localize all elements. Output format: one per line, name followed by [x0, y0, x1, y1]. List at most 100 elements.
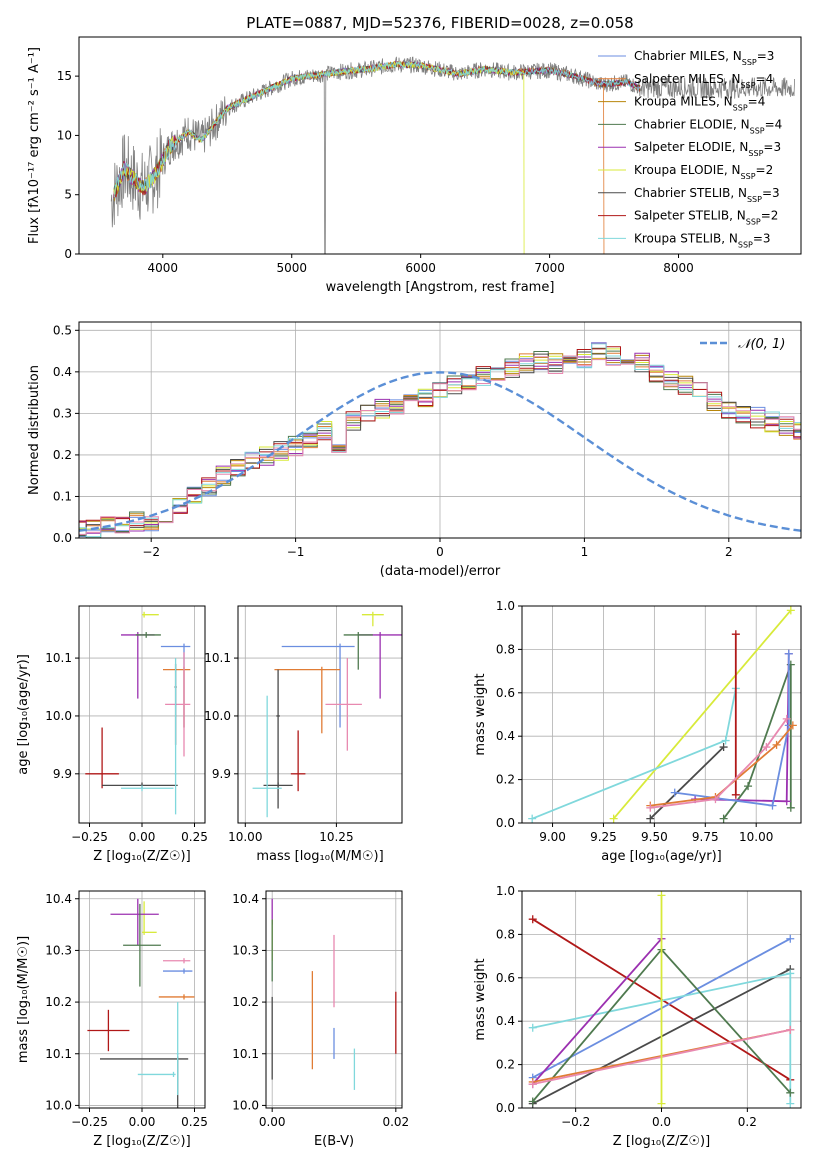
y-tick-label: 10.4 — [45, 892, 72, 906]
y-tick-label: 10.2 — [45, 995, 72, 1009]
y-tick-label: 0.0 — [496, 816, 515, 830]
spectrum-model-kroupa-elodie — [113, 60, 525, 254]
y-tick-label: 1.0 — [496, 599, 515, 613]
hist-chabrier-stelib — [79, 351, 801, 536]
axes-frame — [521, 605, 802, 824]
hist-extra_pink — [79, 355, 801, 535]
y-axis-label: mass weight — [473, 673, 488, 755]
legend-label: Chabrier ELODIE, NSSP=4 — [634, 117, 782, 135]
chart-mass_vs_Z: −0.25 0.00 0.25 10.0 10.1 10.2 10.3 10.4 Z [log₁… — [16, 890, 208, 1149]
axes-frame — [237, 605, 403, 824]
series-marker — [786, 803, 795, 812]
x-tick-label: 0.0 — [652, 1115, 671, 1129]
x-tick-label: −0.25 — [71, 1115, 108, 1129]
y-tick-label: 10.1 — [204, 651, 231, 665]
point-chabrier-miles — [281, 643, 355, 728]
x-tick-label: 9.50 — [641, 830, 668, 844]
series-marker — [528, 915, 537, 924]
x-tick-label: 0 — [436, 545, 444, 559]
point-chabrier-elodie — [343, 632, 373, 670]
chart-mass_weight_vs_age: 9.00 9.25 9.50 9.75 10.00 0.0 0.2 0.4 0.6 0.8 1.0 a… — [473, 599, 802, 864]
legend-label: Salpeter ELODIE, NSSP=3 — [634, 140, 781, 158]
x-axis-label: Z [log₁₀(Z/Z☉)] — [93, 849, 190, 864]
y-tick-label: 1.0 — [496, 884, 515, 898]
y-tick-label: 0.6 — [496, 686, 515, 700]
series-kroupa-elodie — [612, 609, 792, 820]
chart-spectrum: Chabrier MILES, NSSP=3 Salpeter MILES, NS… — [27, 36, 802, 295]
y-tick-label: 10.0 — [232, 1098, 259, 1112]
y-tick-label: 0.2 — [53, 448, 72, 462]
series-marker — [721, 736, 730, 745]
series-marker — [786, 969, 795, 978]
x-tick-label: 1 — [581, 545, 589, 559]
series-marker — [786, 1088, 795, 1097]
y-axis-label: mass weight — [473, 958, 488, 1040]
series-marker — [788, 721, 797, 730]
series-chabrier-miles — [674, 653, 790, 807]
point-salpeter-elodie — [358, 632, 402, 699]
y-tick-label: 10 — [57, 128, 72, 142]
hist-salpeter-miles — [79, 352, 801, 530]
x-tick-label: 10.00 — [739, 830, 773, 844]
x-axis-label: Z [log₁₀(Z/Z☉)] — [613, 1134, 710, 1149]
legend: Chabrier MILES, NSSP=3 Salpeter MILES, NS… — [598, 49, 782, 249]
plot-area — [528, 891, 795, 1108]
point-salpeter-miles — [274, 666, 341, 734]
chart-mass_weight_vs_Z: −0.2 0.0 0.2 0.0 0.2 0.4 0.6 0.8 1.0 Z [log₁₀(Z/Z… — [473, 884, 802, 1149]
x-tick-label: 8000 — [663, 261, 694, 275]
point-salpeter-stelib — [87, 1009, 130, 1052]
x-axis-label: mass [log₁₀(M/M☉)] — [256, 849, 383, 864]
point-kroupa-elodie — [142, 901, 157, 935]
series-marker — [782, 714, 791, 723]
series-marker — [786, 606, 795, 615]
x-tick-label: −1 — [287, 545, 305, 559]
y-tick-label: 0.1 — [53, 489, 72, 503]
series-marker — [646, 803, 655, 812]
x-tick-label: 4000 — [148, 261, 179, 275]
series-marker — [657, 1099, 666, 1108]
x-tick-label: 0.00 — [129, 1115, 156, 1129]
x-tick-label: 10.25 — [319, 830, 353, 844]
chart-age_vs_Z: −0.25 0.00 0.25 9.9 10.0 10.1 Z [log₁₀(Z/Z☉)] a… — [16, 605, 208, 864]
chart-age_vs_mass: 10.00 10.25 9.9 10.0 10.1 mass [log₁₀(M/M☉)] — [204, 605, 403, 864]
hist-salpeter-stelib — [79, 346, 801, 527]
series-marker — [528, 814, 537, 823]
x-tick-label: 6000 — [405, 261, 436, 275]
point-salpeter-elodie — [121, 632, 155, 699]
y-axis-label: age [log₁₀(age/yr)] — [16, 654, 31, 775]
point-kroupa-stelib — [174, 658, 177, 815]
y-axis-label: Normed distribution — [27, 365, 42, 495]
y-tick-label: 15 — [57, 69, 72, 83]
series-marker — [719, 743, 728, 752]
point-extra_pink — [163, 958, 191, 964]
plot-area — [85, 611, 191, 815]
figure-title: PLATE=0887, MJD=52376, FIBERID=0028, z=0… — [246, 14, 633, 32]
hist-kroupa-miles — [79, 352, 801, 532]
point-salpeter-miles — [163, 666, 191, 728]
point-kroupa-stelib — [252, 695, 282, 818]
series-marker — [528, 1080, 537, 1089]
legend-label: Salpeter STELIB, NSSP=2 — [634, 209, 778, 227]
y-tick-label: 10.3 — [232, 943, 259, 957]
spectrum-data — [110, 56, 795, 254]
y-tick-label: 10.4 — [232, 892, 259, 906]
chart-residuals: 𝒩(0, 1) −2 −1 0 1 2 0.0 0.1 0.2 0.3 0.4 0.5 (data-mo… — [27, 321, 802, 579]
point-kroupa-stelib — [176, 1002, 179, 1096]
y-axis-label: mass [log₁₀(M/M☉)] — [16, 936, 31, 1063]
y-tick-label: 0.3 — [53, 406, 72, 420]
series-chabrier-stelib — [649, 746, 725, 820]
y-axis-label: Flux [fλ10⁻¹⁷ erg cm⁻² s⁻¹ A⁻¹] — [27, 47, 42, 244]
x-tick-label: −0.25 — [71, 830, 108, 844]
y-tick-label: 0.6 — [496, 971, 515, 985]
x-tick-label: −0.2 — [561, 1115, 590, 1129]
series-marker — [786, 1025, 795, 1034]
y-tick-label: 10.1 — [45, 651, 72, 665]
plot-area — [110, 56, 795, 254]
x-tick-label: 9.75 — [692, 830, 719, 844]
axes-frame — [265, 890, 403, 1109]
spectrum-model-salpeter-miles — [113, 60, 605, 254]
x-axis-label: Z [log₁₀(Z/Z☉)] — [93, 1134, 190, 1149]
legend-label: Kroupa MILES, NSSP=4 — [634, 95, 765, 113]
x-tick-label: −2 — [142, 545, 160, 559]
